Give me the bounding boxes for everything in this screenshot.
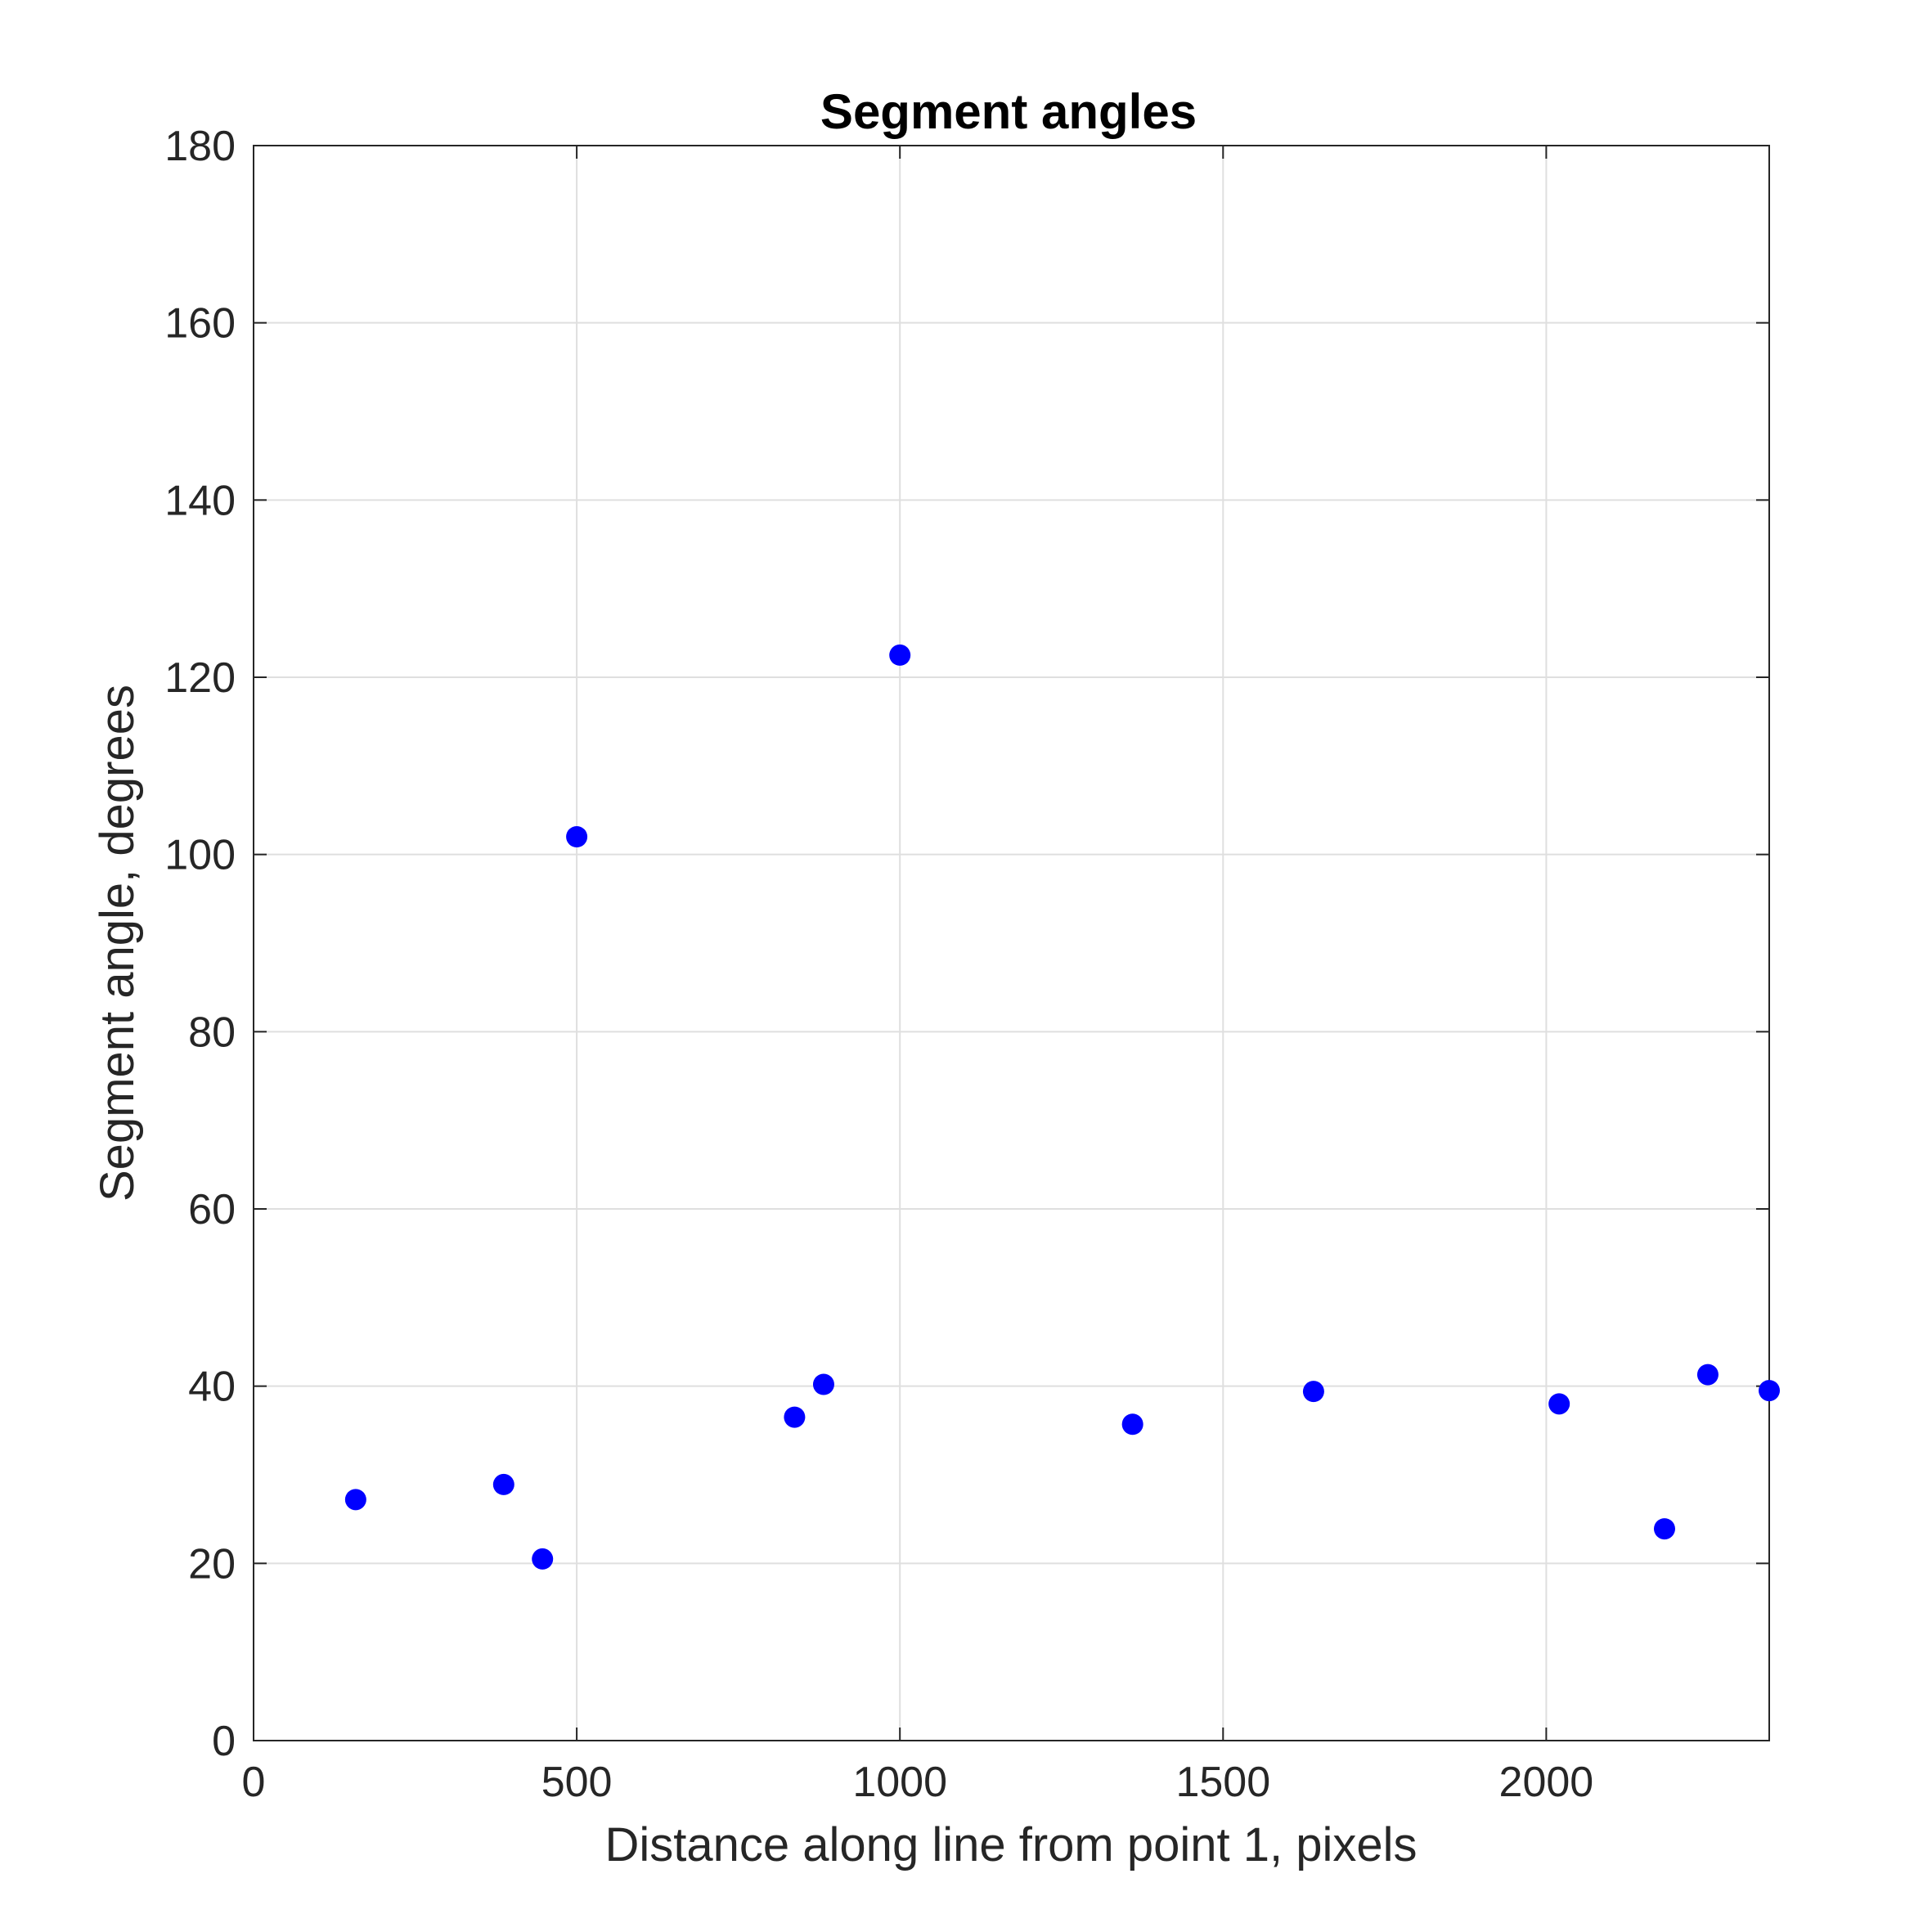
y-axis-label: Segment angle, degrees — [91, 685, 144, 1202]
x-tick-label: 2000 — [1499, 1759, 1594, 1806]
data-point — [1759, 1380, 1780, 1402]
plot-area — [253, 145, 1770, 1741]
x-tick-label: 1000 — [852, 1759, 947, 1806]
data-point — [1302, 1381, 1324, 1403]
data-point — [566, 826, 588, 847]
y-tick-label: 160 — [164, 300, 236, 348]
data-point — [344, 1489, 366, 1511]
data-point — [889, 644, 911, 666]
y-tick-label: 60 — [188, 1186, 236, 1233]
data-point — [784, 1406, 806, 1428]
y-tick-label: 140 — [164, 477, 236, 524]
y-tick-label: 0 — [212, 1718, 236, 1765]
data-point — [1696, 1364, 1719, 1386]
y-tick-label: 40 — [188, 1364, 236, 1411]
y-tick-label: 80 — [188, 1009, 236, 1056]
y-tick-label: 100 — [164, 832, 236, 879]
data-point — [1121, 1413, 1143, 1436]
data-point — [1653, 1518, 1675, 1540]
y-tick-label: 120 — [164, 654, 236, 702]
x-tick-label: 1500 — [1175, 1759, 1270, 1806]
data-point — [1548, 1393, 1570, 1415]
data-point — [812, 1373, 834, 1395]
data-point — [492, 1473, 514, 1495]
x-tick-label: 500 — [541, 1759, 613, 1806]
data-points — [344, 644, 1780, 1570]
data-point — [532, 1548, 554, 1570]
y-tick-label: 180 — [164, 123, 236, 170]
y-tick-label: 20 — [188, 1540, 236, 1588]
grid-lines — [254, 146, 1769, 1741]
x-tick-label: 0 — [242, 1759, 266, 1806]
x-axis-label: Distance along line from point 1, pixels — [605, 1818, 1418, 1871]
chart-title: Segment angles — [820, 84, 1197, 139]
axis-ticks: 0 500 1000 1500 2000 0 20 40 60 80 100 120 140 160 180 — [164, 123, 1769, 1806]
